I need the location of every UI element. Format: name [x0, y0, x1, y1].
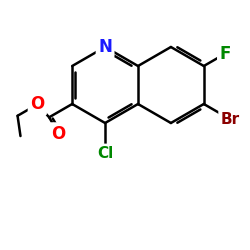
Text: O: O: [52, 125, 66, 143]
Text: O: O: [30, 96, 44, 114]
Text: Br: Br: [220, 112, 240, 127]
Text: F: F: [220, 45, 231, 63]
Text: Cl: Cl: [97, 146, 113, 161]
Text: N: N: [98, 38, 112, 56]
